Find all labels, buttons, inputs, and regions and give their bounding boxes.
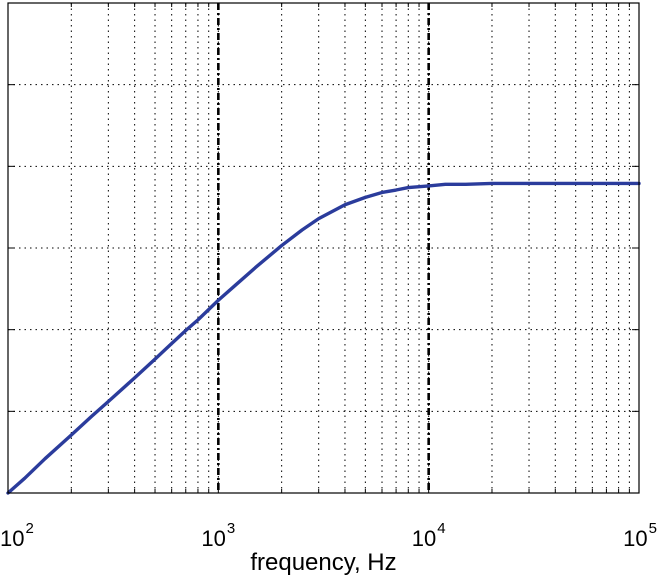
- x-tick-label: 102: [0, 520, 34, 551]
- x-tick-label-base: 10: [0, 526, 24, 551]
- x-tick-label-exponent: 5: [649, 520, 657, 537]
- grid: [8, 3, 639, 493]
- x-tick-label-base: 10: [201, 526, 225, 551]
- vertical-markers: [217, 3, 430, 493]
- x-tick-label: 103: [201, 520, 235, 551]
- x-tick-label-exponent: 4: [437, 520, 445, 537]
- x-tick-label: 104: [412, 520, 446, 551]
- x-axis-label: frequency, Hz: [250, 549, 396, 576]
- x-tick-label-exponent: 2: [25, 520, 33, 537]
- axis-ticks: [8, 2, 639, 494]
- x-tick-label-base: 10: [412, 526, 436, 551]
- series-layer: [6, 181, 641, 495]
- x-tick-label-exponent: 3: [227, 520, 235, 537]
- tick-labels: 102 103 104 105: [0, 520, 657, 551]
- x-tick-label: 105: [623, 520, 657, 551]
- x-tick-label-base: 10: [623, 526, 647, 551]
- series-line: [6, 181, 641, 495]
